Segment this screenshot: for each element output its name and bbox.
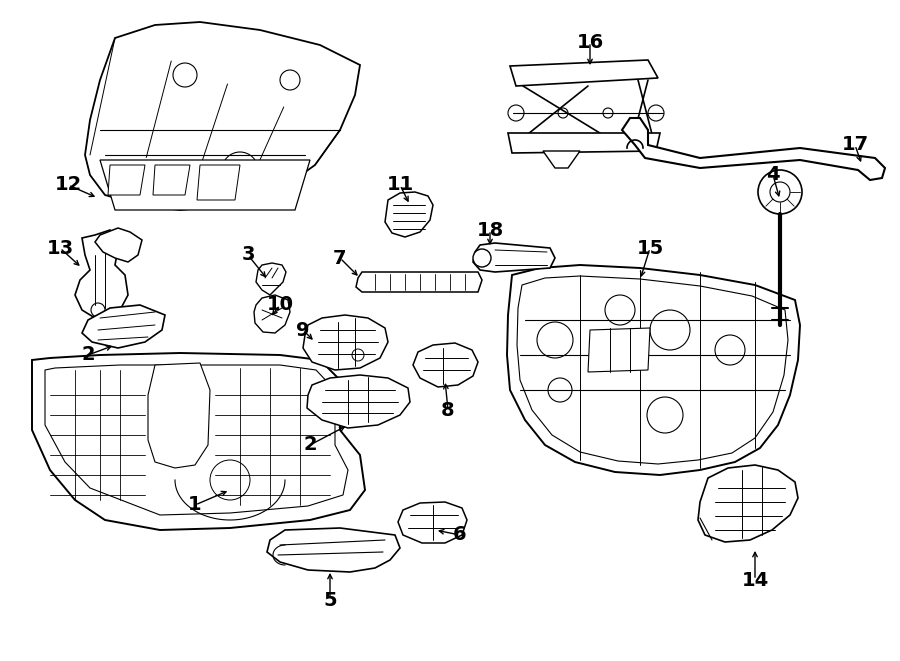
Text: 7: 7 <box>333 249 346 268</box>
Polygon shape <box>413 343 478 387</box>
Polygon shape <box>698 465 798 542</box>
Text: 15: 15 <box>636 239 663 258</box>
Text: 16: 16 <box>576 32 604 52</box>
Polygon shape <box>543 151 580 168</box>
Polygon shape <box>517 276 788 464</box>
Text: 17: 17 <box>842 136 868 155</box>
Polygon shape <box>82 305 165 348</box>
Polygon shape <box>32 353 365 530</box>
Polygon shape <box>153 165 190 195</box>
Text: 6: 6 <box>454 525 467 545</box>
Polygon shape <box>507 265 800 475</box>
Polygon shape <box>75 230 128 320</box>
Polygon shape <box>108 165 145 195</box>
Polygon shape <box>510 60 658 86</box>
Text: 14: 14 <box>742 570 769 590</box>
Polygon shape <box>95 228 142 262</box>
Text: 12: 12 <box>54 176 82 194</box>
Polygon shape <box>197 165 240 200</box>
Polygon shape <box>356 272 482 292</box>
Polygon shape <box>385 192 433 237</box>
Circle shape <box>473 249 491 267</box>
Polygon shape <box>622 118 885 180</box>
Polygon shape <box>254 295 290 333</box>
Text: 13: 13 <box>47 239 74 258</box>
Polygon shape <box>45 365 348 515</box>
Polygon shape <box>85 22 360 210</box>
Text: 1: 1 <box>188 496 202 514</box>
Text: 2: 2 <box>303 436 317 455</box>
Text: 18: 18 <box>476 221 504 239</box>
Polygon shape <box>100 160 310 210</box>
Text: 9: 9 <box>296 321 310 340</box>
Polygon shape <box>508 133 660 153</box>
Text: 4: 4 <box>766 165 779 184</box>
Circle shape <box>758 170 802 214</box>
Polygon shape <box>148 363 210 468</box>
Polygon shape <box>473 243 555 272</box>
Text: 11: 11 <box>386 176 414 194</box>
Polygon shape <box>267 528 400 572</box>
Circle shape <box>770 182 790 202</box>
Text: 10: 10 <box>266 295 293 315</box>
Polygon shape <box>307 375 410 428</box>
Text: 2: 2 <box>81 346 94 364</box>
Text: 8: 8 <box>441 401 454 420</box>
Text: 5: 5 <box>323 590 337 609</box>
Polygon shape <box>398 502 467 543</box>
Polygon shape <box>303 315 388 370</box>
Polygon shape <box>588 328 650 372</box>
Text: 3: 3 <box>241 245 255 264</box>
Polygon shape <box>256 263 286 295</box>
